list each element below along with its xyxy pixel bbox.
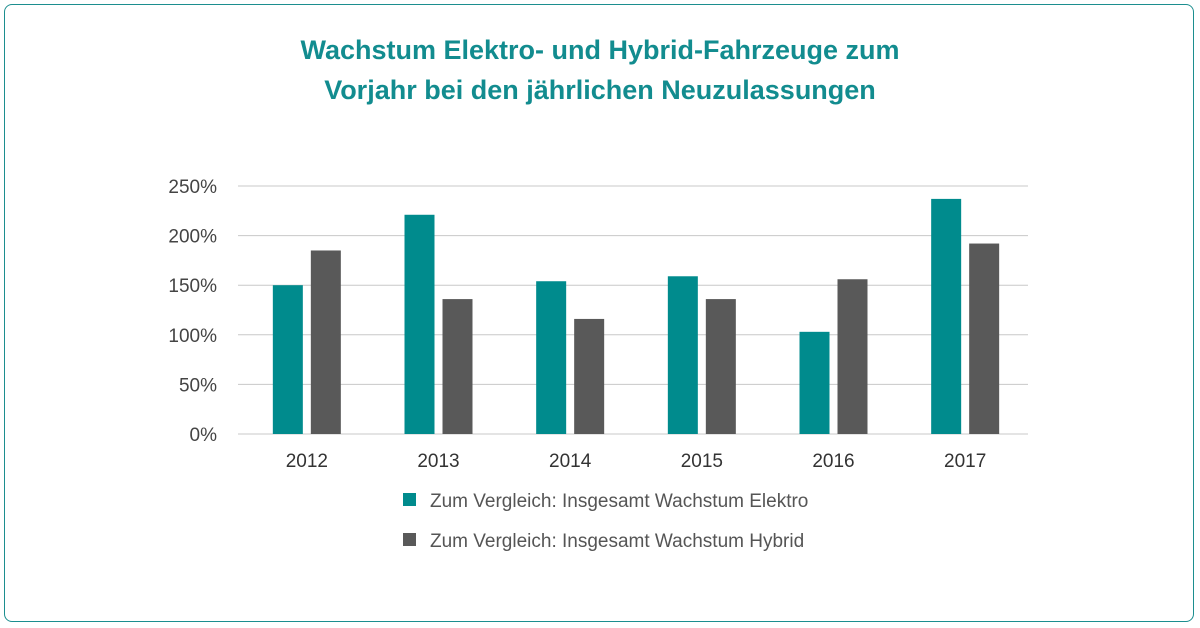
chart-title-line-2: Vorjahr bei den jährlichen Neuzulassunge…	[324, 75, 876, 105]
x-tick-label: 2013	[417, 451, 459, 472]
grid-lines	[238, 185, 1028, 435]
y-tick-label: 0%	[190, 425, 218, 446]
x-tick-label: 2012	[286, 451, 328, 472]
bar-hybrid-2015	[705, 299, 736, 434]
legend-label-elektro: Zum Vergleich: Insgesamt Wachstum Elektr…	[430, 491, 808, 512]
bar-elektro-2013	[404, 214, 435, 434]
legend-label-hybrid: Zum Vergleich: Insgesamt Wachstum Hybrid	[430, 531, 804, 552]
y-tick-label: 150%	[168, 276, 217, 297]
bar-hybrid-2017	[969, 243, 1000, 434]
legend-swatch-hybrid	[403, 533, 416, 546]
chart-title-line-1: Wachstum Elektro- und Hybrid-Fahrzeuge z…	[300, 35, 900, 65]
bar-hybrid-2013	[442, 299, 473, 434]
legend: Zum Vergleich: Insgesamt Wachstum Elektr…	[403, 491, 808, 552]
legend-swatch-elektro	[403, 493, 416, 506]
bars	[272, 198, 1000, 434]
y-axis: 0% 50% 100% 150% 200% 250%	[168, 177, 217, 446]
bar-hybrid-2014	[574, 318, 605, 434]
x-tick-label: 2014	[549, 451, 592, 472]
bar-elektro-2015	[667, 276, 698, 434]
bar-hybrid-2012	[310, 250, 341, 434]
y-tick-label: 200%	[168, 227, 217, 248]
bar-elektro-2014	[536, 281, 567, 434]
bar-elektro-2012	[272, 285, 303, 434]
y-tick-label: 100%	[168, 326, 217, 347]
y-tick-label: 250%	[168, 177, 217, 198]
y-tick-label: 50%	[179, 375, 217, 396]
x-tick-label: 2017	[944, 451, 986, 472]
bar-elektro-2017	[931, 198, 962, 434]
x-tick-label: 2016	[812, 451, 854, 472]
x-axis: 2012 2013 2014 2015 2016 2017	[286, 451, 987, 472]
bar-hybrid-2016	[837, 279, 868, 434]
bar-elektro-2016	[799, 331, 830, 434]
chart-title: Wachstum Elektro- und Hybrid-Fahrzeuge z…	[0, 30, 1200, 110]
x-tick-label: 2015	[681, 451, 723, 472]
